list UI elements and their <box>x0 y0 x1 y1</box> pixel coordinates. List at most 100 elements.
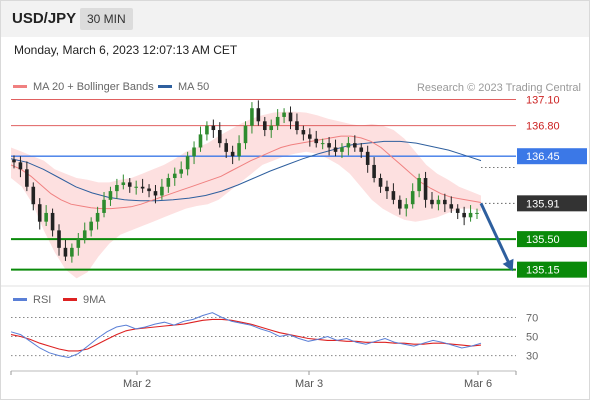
candle-body-52 <box>346 143 351 148</box>
candle-body-13 <box>95 212 100 222</box>
legend-rsi-ma: 9MA <box>63 294 106 306</box>
candle-body-49 <box>327 143 331 148</box>
candle-body-58 <box>385 186 389 192</box>
last-price-label: 135.91 <box>526 198 560 210</box>
rsi-swatch <box>13 297 27 301</box>
candle-body-43 <box>288 112 293 122</box>
pivot-label: 136.45 <box>526 151 560 163</box>
rsi-legend-label: RSI <box>33 294 52 306</box>
candle-body-22 <box>153 191 158 196</box>
legend-rsi: RSI <box>13 294 51 306</box>
candle-body-40 <box>269 125 274 131</box>
candle-body-35 <box>237 143 241 157</box>
candle-body-37 <box>250 108 254 126</box>
candle-body-44 <box>295 121 299 131</box>
candle-body-65 <box>430 199 434 205</box>
candle-body-14 <box>102 199 106 213</box>
resistance-label-137-10: 137.10 <box>526 94 560 106</box>
candle-body-56 <box>372 164 376 179</box>
candle-body-25 <box>172 173 177 179</box>
rsi-line <box>10 312 482 359</box>
candle-body-5 <box>44 212 48 222</box>
candle-body-6 <box>50 212 55 231</box>
bollinger-band <box>11 111 481 279</box>
candle-body-32 <box>217 130 222 144</box>
timeframe-badge[interactable]: 30 MIN <box>80 8 133 30</box>
candle-body-51 <box>340 147 344 152</box>
candle-body-11 <box>82 230 87 240</box>
x-tick-label-2: Mar 6 <box>464 378 492 390</box>
candle-body-21 <box>147 188 151 192</box>
candle-body-15 <box>108 191 113 200</box>
candle-body-34 <box>230 151 235 157</box>
candle-body-18 <box>127 182 132 187</box>
candle-body-41 <box>275 116 280 126</box>
candle-body-10 <box>76 239 81 248</box>
candle-body-50 <box>333 147 338 152</box>
candle-body-16 <box>115 185 119 192</box>
candle-body-31 <box>211 125 216 131</box>
ma50-line <box>10 140 482 202</box>
candle-body-57 <box>378 178 383 187</box>
header-bar: USD/JPY 30 MIN <box>1 1 589 37</box>
rsi-tick-70: 70 <box>526 312 538 324</box>
candle-body-24 <box>166 178 171 187</box>
candle-body-26 <box>179 169 183 174</box>
ma50-legend-label: MA 50 <box>178 81 210 93</box>
credit-text: Research © 2023 Trading Central <box>416 82 581 94</box>
candle-body-64 <box>423 178 428 200</box>
candle-body-63 <box>417 178 421 192</box>
candle-body-66 <box>436 199 441 205</box>
candle-body-48 <box>320 143 325 145</box>
candle-body-12 <box>89 221 93 231</box>
candle-body-38 <box>256 108 261 122</box>
ma20-line <box>10 135 482 210</box>
candles-group <box>12 100 479 263</box>
candle-body-1 <box>18 162 23 170</box>
candle-body-62 <box>410 191 415 205</box>
candle-body-20 <box>140 186 145 189</box>
candle-body-59 <box>391 191 396 200</box>
last-price-tag <box>517 195 587 212</box>
rsi-tick-50: 50 <box>526 332 538 344</box>
candle-body-71 <box>468 212 473 218</box>
candle-body-53 <box>353 143 357 148</box>
candle-body-46 <box>308 134 312 139</box>
candle-body-9 <box>70 247 74 257</box>
candle-body-45 <box>301 130 306 135</box>
candle-body-55 <box>365 151 370 165</box>
candle-body-7 <box>57 230 61 248</box>
candle-body-23 <box>160 186 164 196</box>
rsi-ma-swatch <box>63 297 77 301</box>
candle-body-47 <box>314 138 319 144</box>
candle-body-60 <box>398 199 402 209</box>
candle-body-19 <box>134 186 138 188</box>
candle-body-27 <box>185 156 190 170</box>
candle-body-17 <box>121 182 126 186</box>
candle-body-61 <box>404 204 409 209</box>
candle-body-33 <box>224 143 229 152</box>
timestamp: Monday, March 6, 2023 12:07:13 AM CET <box>14 43 238 57</box>
rsi-ma-line <box>10 318 482 352</box>
candle-body-30 <box>205 125 209 135</box>
forecast-arrow-head <box>502 258 514 272</box>
candle-body-3 <box>31 186 36 205</box>
ma20-legend-label: MA 20 + Bollinger Bands <box>33 81 154 93</box>
ma20-swatch <box>13 84 27 88</box>
candle-body-36 <box>243 125 248 144</box>
candle-body-67 <box>443 199 447 205</box>
resistance-label-136-80: 136.80 <box>526 121 560 133</box>
x-tick-label-0: Mar 2 <box>123 378 151 390</box>
symbol-label: USD/JPY <box>12 10 77 27</box>
candle-body-4 <box>37 204 42 222</box>
candle-body-69 <box>455 208 460 213</box>
support-tag-135-50 <box>517 231 587 248</box>
forecast-arrow-shaft <box>479 202 513 269</box>
candle-body-72 <box>475 212 479 214</box>
candle-body-54 <box>359 147 364 152</box>
legend-ma20: MA 20 + Bollinger Bands <box>13 81 154 93</box>
candle-body-68 <box>449 204 454 209</box>
support-label-135-15: 135.15 <box>526 265 560 277</box>
